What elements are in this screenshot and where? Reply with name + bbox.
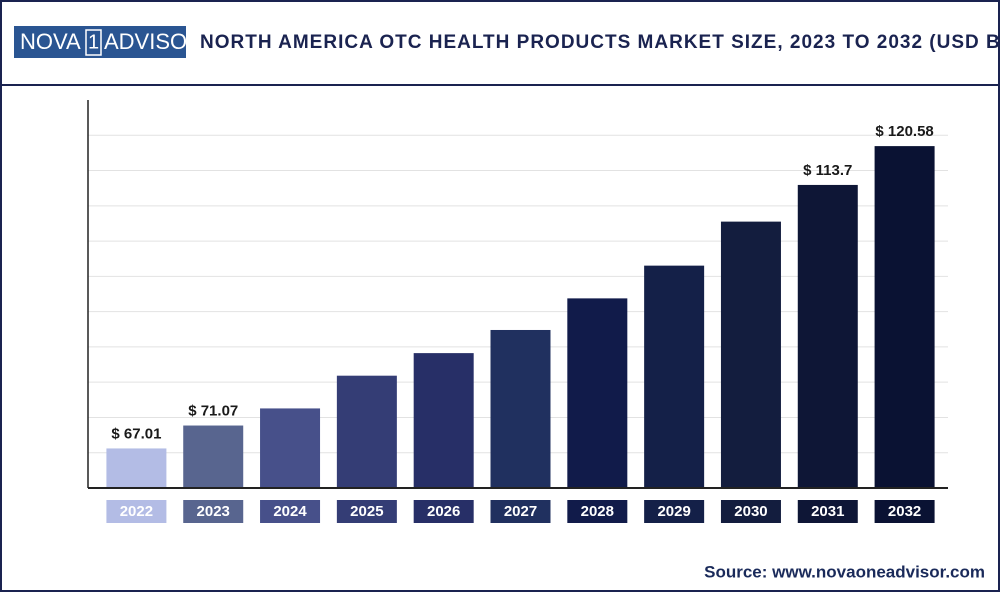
- category-box: [183, 500, 244, 523]
- value-label: $ 67.01: [111, 425, 161, 442]
- chart-title: NORTH AMERICA OTC HEALTH PRODUCTS MARKET…: [200, 32, 1000, 53]
- category-box: [797, 500, 858, 523]
- x-tick-label: 2032: [888, 503, 921, 520]
- bar: [567, 298, 628, 488]
- x-tick-label: 2023: [197, 503, 230, 520]
- x-tick-label: 2025: [350, 503, 383, 520]
- category-box: [874, 500, 935, 523]
- bar: [720, 221, 781, 488]
- category-box: [644, 500, 705, 523]
- category-box: [260, 500, 321, 523]
- bar: [336, 375, 397, 488]
- logo-mid: 1: [88, 31, 99, 53]
- x-tick-label: 2028: [581, 503, 614, 520]
- bar: [490, 329, 551, 488]
- value-label: $ 71.07: [188, 402, 238, 419]
- bar: [413, 353, 474, 488]
- x-tick-label: 2022: [120, 503, 153, 520]
- bar: [183, 425, 244, 488]
- category-box: [720, 500, 781, 523]
- x-tick-label: 2026: [427, 503, 460, 520]
- x-tick-label: 2027: [504, 503, 537, 520]
- value-label: $ 120.58: [875, 123, 933, 140]
- value-label: $ 113.7: [803, 162, 852, 179]
- category-box: [413, 500, 474, 523]
- logo-left: NOVA: [20, 29, 81, 54]
- source: Source: www.novaoneadvisor.com: [704, 562, 985, 581]
- x-tick-label: 2030: [734, 503, 767, 520]
- category-box: [106, 500, 167, 523]
- x-tick-label: 2031: [811, 503, 844, 520]
- bar: [874, 146, 935, 488]
- logo-mark: [85, 29, 102, 56]
- bar: [644, 265, 705, 488]
- bar: [797, 184, 858, 489]
- logo-right: ADVISOR: [104, 29, 203, 54]
- x-tick-label: 2029: [657, 503, 690, 520]
- x-tick-label: 2024: [273, 503, 307, 520]
- logo-box: [14, 26, 186, 58]
- category-box: [567, 500, 628, 523]
- bar: [106, 448, 167, 488]
- category-box: [490, 500, 551, 523]
- category-box: [336, 500, 397, 523]
- bar: [260, 408, 321, 488]
